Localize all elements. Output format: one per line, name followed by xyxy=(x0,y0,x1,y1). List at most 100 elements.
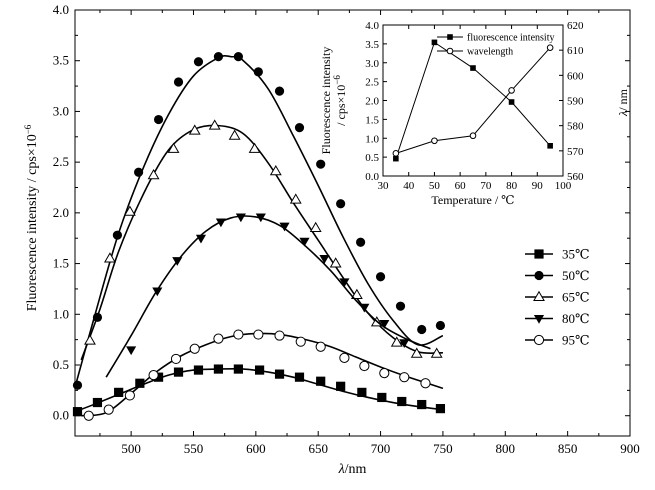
inset-x-tick-label: 90 xyxy=(532,180,544,192)
x-tick-label: 800 xyxy=(496,441,516,456)
series-1 xyxy=(72,364,446,417)
inset-series-2 xyxy=(392,44,554,157)
superscript: −6 xyxy=(332,75,342,85)
inset-frame xyxy=(382,24,564,177)
data-point xyxy=(123,205,136,216)
data-point xyxy=(399,339,410,348)
legend-label: 80℃ xyxy=(562,311,590,326)
plot-frame xyxy=(74,9,631,437)
x-tick-label: 600 xyxy=(246,441,266,456)
inset-y2-tick-label: 620 xyxy=(567,20,584,32)
data-point xyxy=(294,372,305,382)
data-point xyxy=(269,164,282,176)
data-point xyxy=(435,404,446,414)
data-point xyxy=(193,57,204,67)
data-point xyxy=(255,213,266,223)
legend-label: 35℃ xyxy=(562,247,590,262)
data-point xyxy=(253,67,263,77)
data-point xyxy=(377,392,387,403)
data-point xyxy=(274,369,285,379)
inset-legend-label: wavelength xyxy=(467,47,513,58)
data-point xyxy=(213,52,224,62)
x-tick-label: 750 xyxy=(433,441,453,456)
inset-data-point xyxy=(431,39,438,46)
legend-marker xyxy=(534,249,544,259)
inset-data-point xyxy=(546,44,554,51)
x-axis-title: λ/nm xyxy=(338,462,367,477)
data-point xyxy=(410,347,423,358)
data-point xyxy=(279,222,290,232)
inset-y2-axis-title: λ/ nm xyxy=(616,88,630,117)
data-point xyxy=(274,330,285,341)
series-2 xyxy=(72,52,446,390)
data-point xyxy=(359,360,370,372)
data-point xyxy=(72,380,83,390)
data-point xyxy=(193,365,204,375)
data-point xyxy=(289,193,302,204)
inset-y-tick-label: 0.5 xyxy=(365,152,379,164)
y-tick-label: 1.0 xyxy=(53,306,69,321)
data-point xyxy=(103,404,114,415)
data-point xyxy=(390,336,403,347)
data-point xyxy=(417,399,427,410)
inset-y-tick-label: 4.0 xyxy=(365,20,379,32)
inset-y-axis-unit: / cps×10 xyxy=(334,85,348,126)
x-axis-symbol: λ xyxy=(338,462,345,477)
inset-y2-tick-label: 610 xyxy=(567,45,584,57)
data-point xyxy=(253,329,264,340)
inset-y2-tick-label: 600 xyxy=(567,70,584,82)
legend-label: 65℃ xyxy=(562,290,590,305)
data-point xyxy=(92,397,103,408)
x-tick-label: 500 xyxy=(121,441,141,456)
data-point xyxy=(435,320,446,331)
inset-y-tick-label: 2.0 xyxy=(365,96,379,108)
inset-legend-marker xyxy=(447,34,453,40)
data-point xyxy=(83,410,94,421)
inset-data-point xyxy=(508,99,515,105)
inset-y-tick-label: 0.0 xyxy=(365,171,379,183)
data-point xyxy=(339,278,350,288)
inset-data-point xyxy=(547,143,553,149)
data-point xyxy=(295,336,306,347)
inset-data-point xyxy=(431,137,438,145)
data-point xyxy=(213,364,224,374)
data-point xyxy=(379,368,390,379)
x-axis-unit: /nm xyxy=(345,462,367,477)
inset-legend: fluorescence intensity wavelength xyxy=(437,33,554,58)
data-point xyxy=(417,324,427,335)
inset-data-point xyxy=(470,65,476,71)
inset-legend-marker xyxy=(446,47,454,55)
y-tick-label: 0.0 xyxy=(53,408,69,423)
inset-data-point xyxy=(393,155,399,162)
inset-y2-symbol: λ xyxy=(616,111,630,117)
data-point xyxy=(248,142,261,153)
inset-y2-tick-label: 580 xyxy=(567,121,584,133)
legend-marker xyxy=(533,334,545,346)
data-point xyxy=(329,257,342,268)
data-point xyxy=(195,234,207,244)
data-point xyxy=(274,86,285,96)
data-point xyxy=(213,333,224,344)
y-tick-label: 4.0 xyxy=(53,2,69,17)
data-point xyxy=(134,167,144,177)
data-point xyxy=(188,124,201,135)
data-point xyxy=(233,364,243,374)
inset-y-tick-label: 1.0 xyxy=(365,133,379,145)
inset-y2-tick-label: 560 xyxy=(567,171,584,183)
data-point xyxy=(375,272,386,282)
x-tick-label: 700 xyxy=(371,441,391,456)
data-point xyxy=(152,287,163,297)
x-tick-label: 550 xyxy=(184,441,204,456)
legend-label: 95℃ xyxy=(562,333,590,348)
data-point xyxy=(359,303,370,313)
data-point xyxy=(135,378,145,388)
legend-marker xyxy=(533,315,545,324)
data-point xyxy=(420,378,431,389)
legend: 35℃ 50℃ 65℃ 80℃ 95℃ xyxy=(525,247,590,348)
data-point xyxy=(173,77,184,87)
data-point xyxy=(395,301,406,311)
data-point xyxy=(114,387,124,397)
data-point xyxy=(315,341,326,352)
data-point xyxy=(172,257,183,266)
data-point xyxy=(357,387,367,397)
